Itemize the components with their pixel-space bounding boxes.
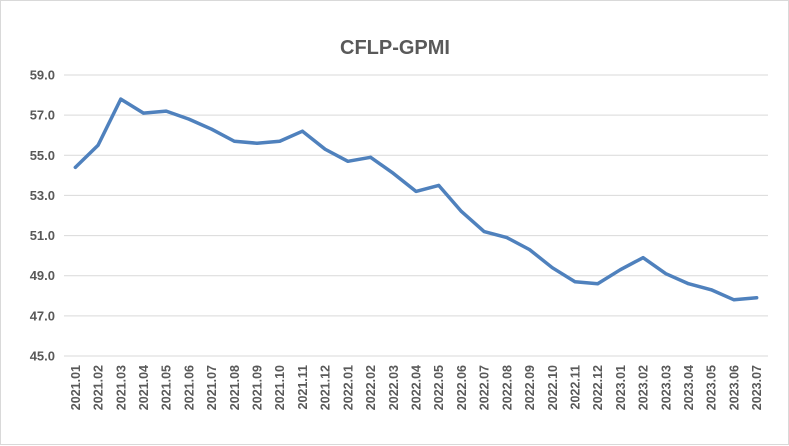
x-tick-label: 2022.09 — [523, 365, 537, 410]
x-tick-label: 2022.08 — [500, 365, 514, 410]
data-point — [482, 230, 486, 234]
x-tick-label: 2022.06 — [455, 365, 469, 410]
x-tick-label: 2023.05 — [705, 365, 719, 410]
y-axis-ticks: 45.0 47.0 49.0 51.0 53.0 55.0 57.0 59.0 — [30, 68, 55, 364]
data-point — [732, 298, 736, 302]
x-tick-label: 2021.04 — [137, 365, 151, 410]
data-point — [596, 282, 600, 286]
y-tick-label: 51.0 — [30, 228, 55, 243]
x-tick-label: 2022.01 — [341, 365, 355, 410]
x-tick-label: 2022.05 — [432, 365, 446, 410]
data-point — [346, 159, 350, 163]
data-point — [459, 209, 463, 213]
x-tick-label: 2021.02 — [92, 365, 106, 410]
data-point — [164, 109, 168, 113]
data-point — [618, 268, 622, 272]
x-tick-label: 2023.02 — [637, 365, 651, 410]
y-tick-label: 47.0 — [30, 308, 55, 323]
data-point — [232, 139, 236, 143]
x-tick-label: 2022.02 — [364, 365, 378, 410]
y-tick-label: 55.0 — [30, 148, 55, 163]
data-point — [391, 171, 395, 175]
x-tick-label: 2021.12 — [319, 365, 333, 410]
series-line — [73, 97, 759, 302]
x-axis-ticks: 2021.01 2021.02 2021.03 2021.04 2021.05 2021.… — [69, 365, 764, 410]
x-tick-label: 2023.04 — [682, 365, 696, 410]
x-tick-label: 2023.03 — [659, 365, 673, 410]
data-point — [96, 143, 100, 147]
x-tick-label: 2021.11 — [296, 365, 310, 410]
data-point — [664, 272, 668, 276]
series-layer — [73, 97, 759, 302]
data-point — [755, 296, 759, 300]
chart-title: CFLP-GPMI — [340, 37, 450, 59]
y-tick-label: 49.0 — [30, 268, 55, 283]
y-tick-label: 45.0 — [30, 349, 55, 364]
x-tick-label: 2022.07 — [478, 365, 492, 410]
y-tick-label: 59.0 — [30, 68, 55, 83]
data-point — [505, 236, 509, 240]
x-tick-label: 2023.01 — [614, 365, 628, 410]
y-tick-label: 53.0 — [30, 188, 55, 203]
data-point — [709, 288, 713, 292]
data-point — [255, 141, 259, 145]
x-tick-label: 2022.12 — [591, 365, 605, 410]
x-tick-label: 2022.03 — [387, 365, 401, 410]
data-point — [210, 127, 214, 131]
data-point — [141, 111, 145, 115]
data-point — [323, 147, 327, 151]
gridlines — [64, 74, 768, 357]
x-tick-label: 2021.09 — [251, 365, 265, 410]
x-tick-label: 2021.05 — [160, 365, 174, 410]
data-point — [687, 282, 691, 286]
data-point — [641, 256, 645, 260]
x-tick-label: 2023.06 — [727, 365, 741, 410]
data-point — [73, 165, 77, 169]
x-tick-label: 2021.03 — [114, 365, 128, 410]
data-point — [414, 189, 418, 193]
data-point — [300, 129, 304, 133]
data-point — [437, 183, 441, 187]
x-tick-label: 2021.01 — [69, 365, 83, 410]
x-tick-label: 2021.08 — [228, 365, 242, 410]
x-tick-label: 2022.04 — [410, 365, 424, 410]
x-tick-label: 2023.07 — [750, 365, 764, 410]
data-point — [119, 97, 123, 101]
data-point — [573, 280, 577, 284]
data-point — [528, 248, 532, 252]
x-tick-label: 2021.10 — [273, 365, 287, 410]
x-tick-label: 2022.10 — [546, 365, 560, 410]
data-point — [369, 155, 373, 159]
x-tick-label: 2021.06 — [182, 365, 196, 410]
y-tick-label: 57.0 — [30, 108, 55, 123]
data-point — [187, 117, 191, 121]
data-point — [550, 266, 554, 270]
x-tick-label: 2021.07 — [205, 365, 219, 410]
data-point — [278, 139, 282, 143]
x-tick-label: 2022.11 — [568, 365, 582, 410]
